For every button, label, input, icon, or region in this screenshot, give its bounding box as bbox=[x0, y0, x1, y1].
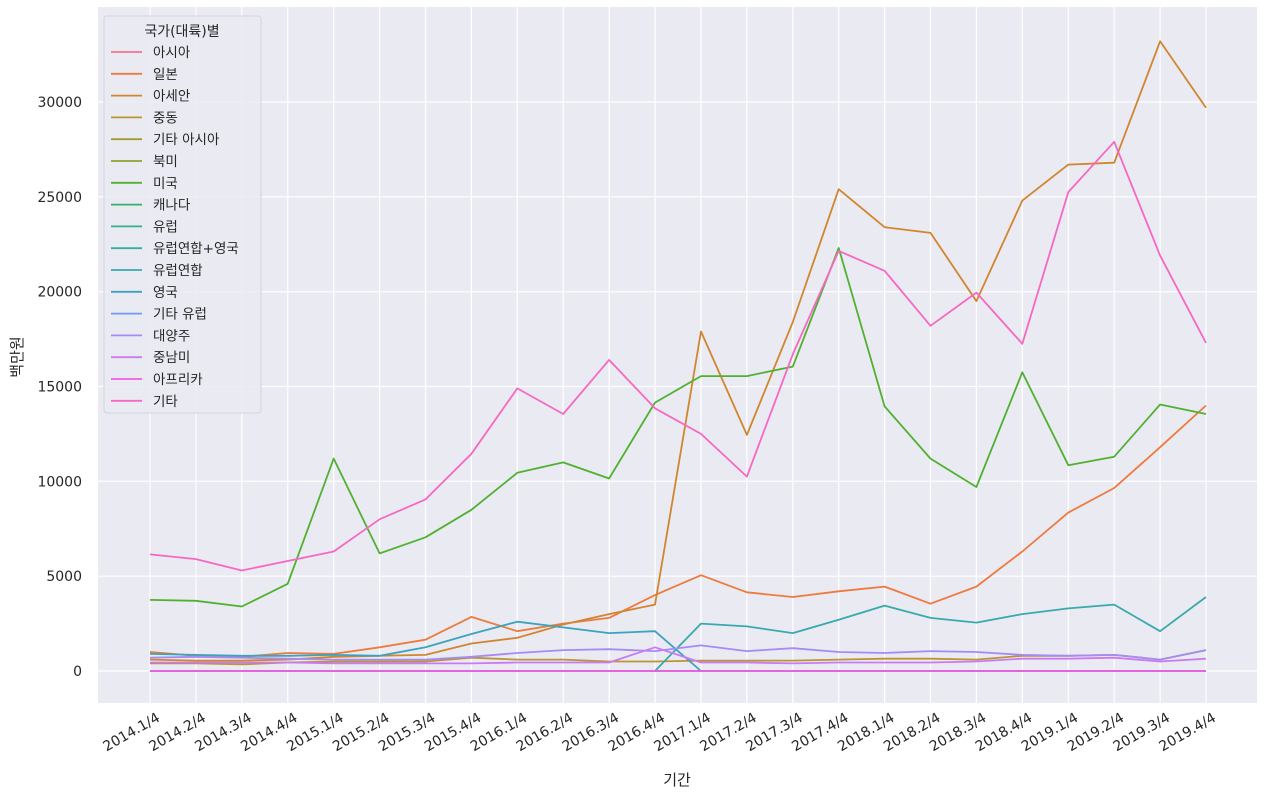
y-tick-label: 0 bbox=[73, 664, 82, 680]
legend-entry: 기타 유럽 bbox=[153, 307, 207, 323]
y-tick-label: 25000 bbox=[37, 190, 82, 206]
legend-box bbox=[103, 15, 262, 414]
legend-entry: 중남미 bbox=[153, 350, 190, 366]
legend-entry: 영국 bbox=[153, 285, 178, 301]
legend-entry: 아세안 bbox=[153, 89, 190, 105]
x-axis: 2014.1/42014.2/42014.3/42014.4/42015.1/4… bbox=[101, 710, 1219, 755]
legend-entry: 유럽연합+영국 bbox=[153, 241, 239, 257]
legend-title: 국가(대륙)별 bbox=[144, 24, 219, 40]
y-tick-label: 10000 bbox=[37, 474, 82, 490]
series-line bbox=[150, 646, 1207, 665]
legend-entry: 기타 아시아 bbox=[153, 132, 220, 148]
legend-entry: 아시아 bbox=[153, 45, 191, 61]
plot-background bbox=[98, 7, 1257, 703]
legend-entry: 미국 bbox=[153, 176, 178, 192]
x-axis-label: 기간 bbox=[663, 771, 691, 789]
legend-entry: 유럽연합 bbox=[153, 263, 203, 279]
legend-entry: 기타 bbox=[153, 394, 178, 410]
legend-entry: 북미 bbox=[153, 154, 178, 170]
series-line bbox=[149, 140, 1207, 572]
legend-entry: 유럽 bbox=[153, 219, 178, 235]
series-line bbox=[149, 644, 1207, 661]
y-tick-label: 30000 bbox=[37, 95, 82, 111]
series-line bbox=[654, 596, 1207, 672]
legend-entry: 대양주 bbox=[153, 328, 190, 344]
legend-entry: 일본 bbox=[153, 67, 178, 83]
legend-entry: 중동 bbox=[153, 110, 178, 126]
series-lines bbox=[149, 40, 1207, 672]
y-axis: 0 5000 10000 15000 20000 25000 30000 bbox=[37, 95, 82, 680]
y-axis-label: 백만원 bbox=[8, 336, 26, 377]
legend-entry: 아프리카 bbox=[153, 372, 203, 388]
y-tick-label: 20000 bbox=[37, 285, 82, 301]
series-line bbox=[149, 247, 1207, 608]
series-line bbox=[149, 404, 1207, 658]
grid bbox=[98, 7, 1257, 703]
legend-entry: 캐나다 bbox=[153, 198, 191, 214]
y-tick-label: 15000 bbox=[37, 380, 82, 396]
y-tick-label: 5000 bbox=[46, 569, 82, 585]
series-line bbox=[149, 40, 1207, 662]
